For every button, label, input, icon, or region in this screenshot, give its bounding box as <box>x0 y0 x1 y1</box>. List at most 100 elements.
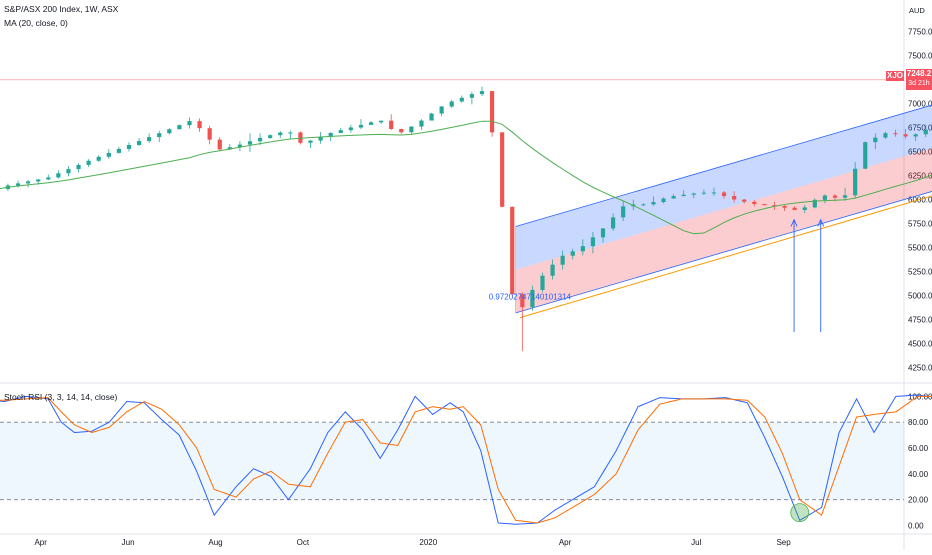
time-tick-label-3: Oct <box>297 538 310 547</box>
price-tick-label-8: 6250.0 <box>908 172 932 181</box>
stoch-tick-label-0: 0.00 <box>908 522 924 531</box>
candle-body-28 <box>278 132 283 136</box>
channel-upper-fill <box>515 105 932 270</box>
price-tick-label-0: 4250.0 <box>908 364 932 373</box>
candle-body-5 <box>46 177 51 180</box>
candle-body-29 <box>288 132 293 134</box>
candle-body-83 <box>832 195 838 198</box>
stoch-tick-label-3: 60.00 <box>908 444 929 453</box>
price-tick-label-5: 5500.0 <box>908 244 932 253</box>
candle-body-51 <box>510 206 515 295</box>
candle-body-48 <box>479 91 485 95</box>
candle-body-2 <box>15 183 21 186</box>
channel-top-line <box>515 104 932 227</box>
oversold-highlight-circle <box>790 503 810 523</box>
price-tick-label-7: 6000.0 <box>908 196 932 205</box>
candle-body-53 <box>530 289 535 308</box>
price-tick-label-9: 6500.0 <box>908 148 932 157</box>
candle-body-30 <box>298 132 303 143</box>
stoch-k-line <box>0 394 932 525</box>
candle-body-84 <box>842 195 848 198</box>
candle-body-38 <box>379 120 384 123</box>
candle-body-60 <box>600 228 606 238</box>
candle-body-52 <box>520 294 525 308</box>
price-tick-label-10: 6750.0 <box>908 124 932 133</box>
candle-body-90 <box>903 134 908 137</box>
candle-body-13 <box>126 144 132 149</box>
candle-body-78 <box>782 206 787 208</box>
candle-body-59 <box>590 237 596 247</box>
candle-body-49 <box>489 91 495 133</box>
ma-legend: MA (20, close, 0) <box>4 18 68 28</box>
candle-body-11 <box>106 152 111 157</box>
candle-body-14 <box>136 141 142 145</box>
candle-body-24 <box>237 144 243 148</box>
candle-body-76 <box>762 204 767 206</box>
candle-body-65 <box>651 202 656 205</box>
channel-bottom-line <box>515 191 932 314</box>
candle-body-91 <box>913 134 918 137</box>
price-legend: S&P/ASX 200 Index, 1W, ASX <box>4 4 118 14</box>
candle-body-74 <box>742 199 747 202</box>
orange-trendline <box>519 195 932 319</box>
candle-body-37 <box>368 122 374 125</box>
candle-body-42 <box>419 120 424 127</box>
candle-body-56 <box>560 255 565 265</box>
candle-body-7 <box>66 169 71 174</box>
candle-body-43 <box>429 113 434 121</box>
candle-body-87 <box>873 137 878 143</box>
candle-body-67 <box>671 196 676 199</box>
candle-body-66 <box>661 198 666 203</box>
stoch-tick-label-2: 40.00 <box>908 470 929 479</box>
candle-body-27 <box>268 135 273 138</box>
candle-body-44 <box>439 106 444 114</box>
stoch-tick-label-4: 80.00 <box>908 418 929 427</box>
price-tick-label-13: 7500.0 <box>908 52 932 61</box>
candle-body-18 <box>177 125 182 130</box>
time-tick-label-5: Apr <box>559 538 572 547</box>
candle-body-8 <box>76 164 81 170</box>
symbol-tag: XJO <box>886 71 904 81</box>
time-tick-label-6: Jul <box>691 538 701 547</box>
candle-body-86 <box>863 142 868 169</box>
candle-body-21 <box>207 128 212 140</box>
stoch-legend: Stoch RSI (3, 3, 14, 14, close) <box>4 392 117 402</box>
time-tick-label-0: Apr <box>34 538 47 547</box>
candle-body-17 <box>167 129 172 134</box>
candle-body-19 <box>187 121 192 126</box>
price-tick-label-4: 5250.0 <box>908 268 932 277</box>
time-tick-label-2: Aug <box>208 538 222 547</box>
price-tick-label-6: 5750.0 <box>908 220 932 229</box>
time-tick-label-4: 2020 <box>419 538 437 547</box>
candle-body-23 <box>227 147 232 150</box>
candle-body-39 <box>389 120 394 129</box>
price-tick-label-14: 7750.0 <box>908 28 932 37</box>
candle-body-54 <box>540 275 545 290</box>
candle-body-40 <box>399 128 404 133</box>
candle-body-35 <box>348 127 353 131</box>
stoch-title: Stoch RSI (3, 3, 14, 14, close) <box>4 392 118 402</box>
candle-body-31 <box>308 140 313 143</box>
candle-body-71 <box>711 192 717 194</box>
candle-body-15 <box>147 137 152 142</box>
arrow-head-1 <box>817 218 825 227</box>
candle-body-85 <box>853 168 858 196</box>
candle-body-55 <box>550 264 555 276</box>
chart-title: S&P/ASX 200 Index, 1W, ASX <box>4 4 119 14</box>
candle-body-6 <box>56 173 61 178</box>
last-price-tag: 7248.2 3d 21h <box>906 69 932 90</box>
candle-body-22 <box>217 139 222 150</box>
candle-body-57 <box>570 251 575 256</box>
candle-body-79 <box>792 207 797 210</box>
candle-body-45 <box>449 101 454 107</box>
candle-body-4 <box>36 179 41 182</box>
candle-body-80 <box>802 207 807 210</box>
candle-body-16 <box>157 133 162 138</box>
candle-body-12 <box>116 148 121 153</box>
candle-body-26 <box>257 137 263 142</box>
candle-body-70 <box>701 192 706 194</box>
candle-body-58 <box>580 246 585 252</box>
candle-body-41 <box>409 126 414 133</box>
